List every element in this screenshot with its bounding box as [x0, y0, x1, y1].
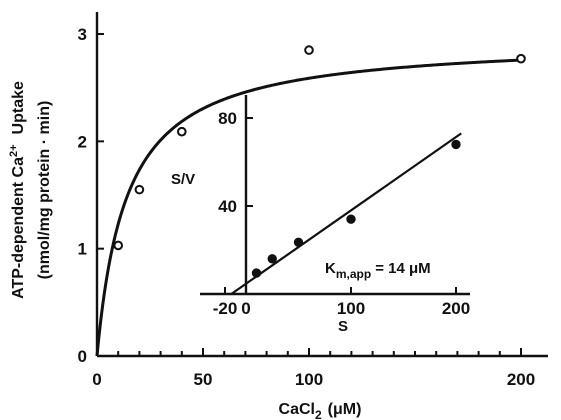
inset-x-axis-title: S [338, 318, 348, 335]
inset-fit-line-group [230, 132, 462, 295]
main-data-point [304, 45, 314, 55]
main-axes [95, 12, 548, 358]
main-data-point [516, 53, 526, 64]
inset-data-point [293, 237, 304, 248]
inset-data-points [251, 139, 461, 278]
inset-plot: 40 80 -20 0 100 200 S/V S Km,app = 14 μM [171, 95, 470, 335]
main-fit-curve-group [95, 58, 522, 357]
inset-y-ticks: 40 80 [218, 109, 253, 216]
main-y-tick-label: 3 [78, 25, 87, 44]
main-y-tick-label: 2 [78, 132, 87, 151]
inset-data-point [251, 268, 262, 278]
main-y-tick-label: 0 [78, 347, 87, 366]
main-y-tick-label: 1 [78, 240, 87, 259]
inset-x-tick-label: -20 [213, 299, 238, 318]
inset-y-axis-title: S/V [171, 171, 195, 188]
inset-x-tick-label: 100 [337, 299, 365, 318]
inset-x-tick-label: 200 [442, 299, 470, 318]
main-x-tick-label: 200 [507, 370, 535, 389]
inset-data-point [451, 139, 461, 150]
main-x-ticks: 0 50 100 200 [92, 348, 535, 389]
main-x-axis-title: CaCl2 (μM) [279, 401, 362, 420]
inset-data-point [346, 214, 356, 224]
inset-y-tick-label: 80 [218, 109, 237, 128]
main-y-axis-title: ATP-dependent Ca2+Uptake [8, 81, 27, 299]
inset-fit-line [230, 132, 462, 295]
inset-data-point [267, 254, 277, 264]
inset-y-tick-label: 40 [218, 197, 237, 216]
main-data-points [113, 45, 526, 251]
main-data-point [113, 240, 123, 251]
main-fit-curve [95, 58, 522, 357]
main-y-axis-subtitle: (nmol/mg protein · min) [36, 101, 53, 280]
main-x-tick-label: 0 [92, 370, 101, 389]
main-data-point [134, 184, 145, 195]
inset-x-tick-label: 0 [241, 299, 250, 318]
main-x-tick-label: 100 [295, 370, 323, 389]
inset-x-ticks: -20 0 100 200 [213, 287, 470, 318]
main-data-point [177, 126, 187, 137]
main-x-tick-label: 50 [194, 370, 213, 389]
km-annotation: Km,app = 14 μM [325, 260, 431, 281]
